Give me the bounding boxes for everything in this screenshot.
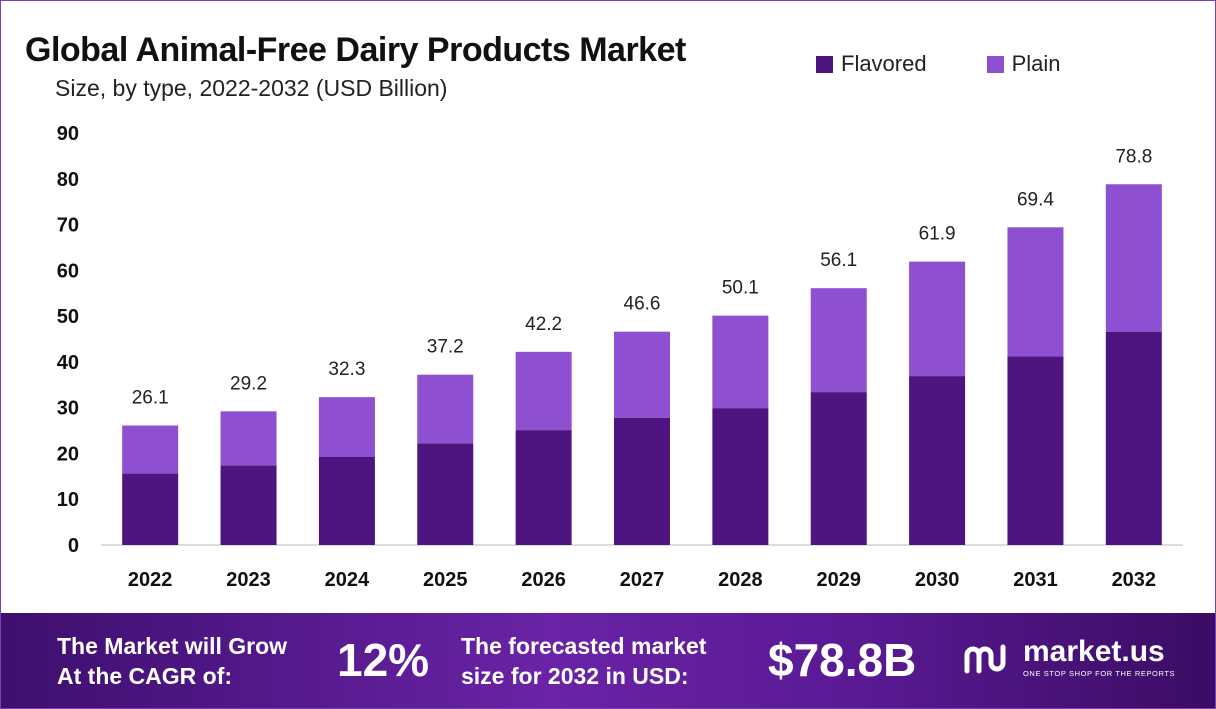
brand-logo: market.us ONE STOP SHOP FOR THE REPORTS <box>963 637 1175 678</box>
x-tick-label-2024: 2024 <box>325 569 370 591</box>
bar-flavored-2030 <box>909 376 966 545</box>
bar-flavored-2025 <box>417 443 474 545</box>
cagr-label-line-2: At the CAGR of: <box>57 663 233 689</box>
legend-label-plain: Plain <box>1011 51 1061 76</box>
x-tick-label-2029: 2029 <box>816 569 861 591</box>
brand-name: market.us <box>1023 635 1165 668</box>
market-us-logo-icon <box>964 644 1006 673</box>
bar-flavored-2031 <box>1007 356 1064 545</box>
legend-item-plain: Plain <box>986 51 1061 77</box>
bar-flavored-2026 <box>515 430 572 545</box>
forecast-value: $78.8B <box>768 634 917 686</box>
cagr-value: 12% <box>337 634 430 686</box>
bar-plain-2028 <box>712 315 769 409</box>
x-tick-label-2022: 2022 <box>128 569 173 591</box>
forecast-label: The forecasted market size for 2032 in U… <box>461 631 706 691</box>
y-tick-label-3: 30 <box>57 398 79 420</box>
total-label-2031: 69.4 <box>1017 189 1054 210</box>
legend-item-flavored: Flavored <box>816 51 927 77</box>
x-tick-label-2028: 2028 <box>718 569 763 591</box>
total-label-2032: 78.8 <box>1115 146 1152 167</box>
total-label-2030: 61.9 <box>919 224 956 245</box>
bar-plain-2025 <box>417 374 474 444</box>
bar-plain-2027 <box>614 331 670 418</box>
cagr-label: The Market will Grow At the CAGR of: <box>57 631 287 691</box>
y-tick-label-8: 80 <box>57 169 79 191</box>
y-tick-label-6: 60 <box>57 260 79 282</box>
x-tick-label-2027: 2027 <box>620 569 665 591</box>
chart-title: Global Animal-Free Dairy Products Market <box>25 31 686 69</box>
x-tick-label-2030: 2030 <box>915 569 960 591</box>
total-label-2028: 50.1 <box>722 278 759 299</box>
legend-swatch-flavored <box>816 55 833 73</box>
x-tick-label-2031: 2031 <box>1013 569 1058 591</box>
x-tick-label-2026: 2026 <box>521 569 566 591</box>
bar-plain-2024 <box>318 397 375 457</box>
legend-swatch-plain <box>986 55 1004 73</box>
y-tick-label-5: 50 <box>57 306 79 328</box>
total-label-2027: 46.6 <box>624 294 661 315</box>
y-tick-label-9: 90 <box>57 123 79 145</box>
bar-flavored-2024 <box>318 456 375 545</box>
forecast-label-line-2: size for 2032 in USD: <box>461 663 689 689</box>
cagr-label-line-1: The Market will Grow <box>57 633 288 659</box>
y-tick-label-7: 70 <box>57 215 79 237</box>
forecast-label-line-1: The forecasted market <box>461 633 707 659</box>
bar-flavored-2032 <box>1105 331 1162 545</box>
x-tick-label-2023: 2023 <box>226 569 271 591</box>
bar-plain-2031 <box>1007 227 1064 357</box>
bar-plain-2030 <box>909 261 966 377</box>
bar-plain-2022 <box>122 425 179 474</box>
bar-chart: 010203040506070809026.1202229.2202332.32… <box>57 123 1183 591</box>
bar-flavored-2027 <box>614 417 670 545</box>
y-tick-label-4: 40 <box>57 352 79 374</box>
bar-plain-2032 <box>1105 184 1162 332</box>
chart-subtitle: Size, by type, 2022-2032 (USD Billion) <box>55 75 448 101</box>
legend: Flavored Plain <box>816 51 1061 77</box>
total-label-2029: 56.1 <box>820 250 857 271</box>
total-label-2025: 37.2 <box>427 337 464 358</box>
y-tick-label-0: 0 <box>68 535 79 557</box>
total-label-2022: 26.1 <box>132 388 169 409</box>
x-tick-label-2032: 2032 <box>1112 569 1157 591</box>
footer-banner: The Market will Grow At the CAGR of: 12%… <box>1 613 1215 708</box>
y-tick-label-1: 10 <box>57 489 79 511</box>
bar-flavored-2023 <box>220 465 277 545</box>
brand-tagline: ONE STOP SHOP FOR THE REPORTS <box>1023 669 1176 678</box>
bar-flavored-2029 <box>810 392 867 545</box>
y-tick-label-2: 20 <box>57 443 79 465</box>
bar-flavored-2028 <box>712 408 769 545</box>
bar-plain-2023 <box>220 411 277 466</box>
bar-plain-2026 <box>515 351 572 431</box>
x-tick-label-2025: 2025 <box>423 569 468 591</box>
total-label-2024: 32.3 <box>328 359 365 380</box>
total-label-2026: 42.2 <box>525 314 562 335</box>
legend-label-flavored: Flavored <box>841 51 927 76</box>
bar-plain-2029 <box>810 288 867 393</box>
total-label-2023: 29.2 <box>230 373 267 394</box>
bar-flavored-2022 <box>122 473 179 545</box>
